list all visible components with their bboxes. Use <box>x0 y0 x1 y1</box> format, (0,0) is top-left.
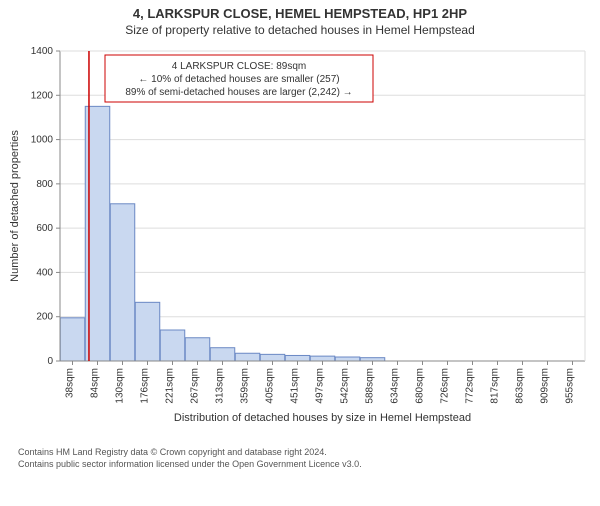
histogram-chart: 0 200 400 600 800 1000 1200 1400 38sqm 84sqm 130sq… <box>0 41 600 441</box>
svg-text:497sqm: 497sqm <box>315 368 326 404</box>
svg-text:1000: 1000 <box>31 135 54 146</box>
svg-text:313sqm: 313sqm <box>215 368 226 404</box>
svg-text:221sqm: 221sqm <box>165 368 176 404</box>
svg-text:772sqm: 772sqm <box>465 368 476 404</box>
svg-text:400: 400 <box>36 267 53 278</box>
svg-text:1200: 1200 <box>31 90 54 101</box>
svg-text:84sqm: 84sqm <box>90 368 101 398</box>
svg-text:817sqm: 817sqm <box>490 368 501 404</box>
svg-text:909sqm: 909sqm <box>540 368 551 404</box>
svg-text:359sqm: 359sqm <box>240 368 251 404</box>
svg-text:634sqm: 634sqm <box>390 368 401 404</box>
svg-text:800: 800 <box>36 179 53 190</box>
svg-text:176sqm: 176sqm <box>140 368 151 404</box>
svg-text:405sqm: 405sqm <box>265 368 276 404</box>
svg-text:267sqm: 267sqm <box>190 368 201 404</box>
svg-text:726sqm: 726sqm <box>440 368 451 404</box>
svg-text:89% of semi-detached houses ar: 89% of semi-detached houses are larger (… <box>125 87 352 98</box>
svg-text:542sqm: 542sqm <box>340 368 351 404</box>
svg-text:← 10% of detached houses are s: ← 10% of detached houses are smaller (25… <box>138 74 339 85</box>
svg-text:600: 600 <box>36 223 53 234</box>
svg-text:680sqm: 680sqm <box>415 368 426 404</box>
svg-text:0: 0 <box>47 356 53 367</box>
svg-text:4 LARKSPUR CLOSE: 89sqm: 4 LARKSPUR CLOSE: 89sqm <box>172 61 307 72</box>
svg-text:955sqm: 955sqm <box>565 368 576 404</box>
footer-line-1: Contains HM Land Registry data © Crown c… <box>18 447 600 459</box>
footer-attribution: Contains HM Land Registry data © Crown c… <box>18 447 600 470</box>
svg-text:863sqm: 863sqm <box>515 368 526 404</box>
chart-title-address: 4, LARKSPUR CLOSE, HEMEL HEMPSTEAD, HP1 … <box>0 6 600 21</box>
chart-container: 0 200 400 600 800 1000 1200 1400 38sqm 84sqm 130sq… <box>0 41 600 441</box>
svg-text:451sqm: 451sqm <box>290 368 301 404</box>
svg-text:38sqm: 38sqm <box>65 368 76 398</box>
svg-text:Number of detached properties: Number of detached properties <box>9 130 21 282</box>
svg-text:200: 200 <box>36 312 53 323</box>
svg-text:1400: 1400 <box>31 46 54 57</box>
footer-line-2: Contains public sector information licen… <box>18 459 600 471</box>
chart-title-desc: Size of property relative to detached ho… <box>0 23 600 37</box>
svg-text:130sqm: 130sqm <box>115 368 126 404</box>
svg-text:588sqm: 588sqm <box>365 368 376 404</box>
svg-text:Distribution of detached house: Distribution of detached houses by size … <box>174 412 471 424</box>
